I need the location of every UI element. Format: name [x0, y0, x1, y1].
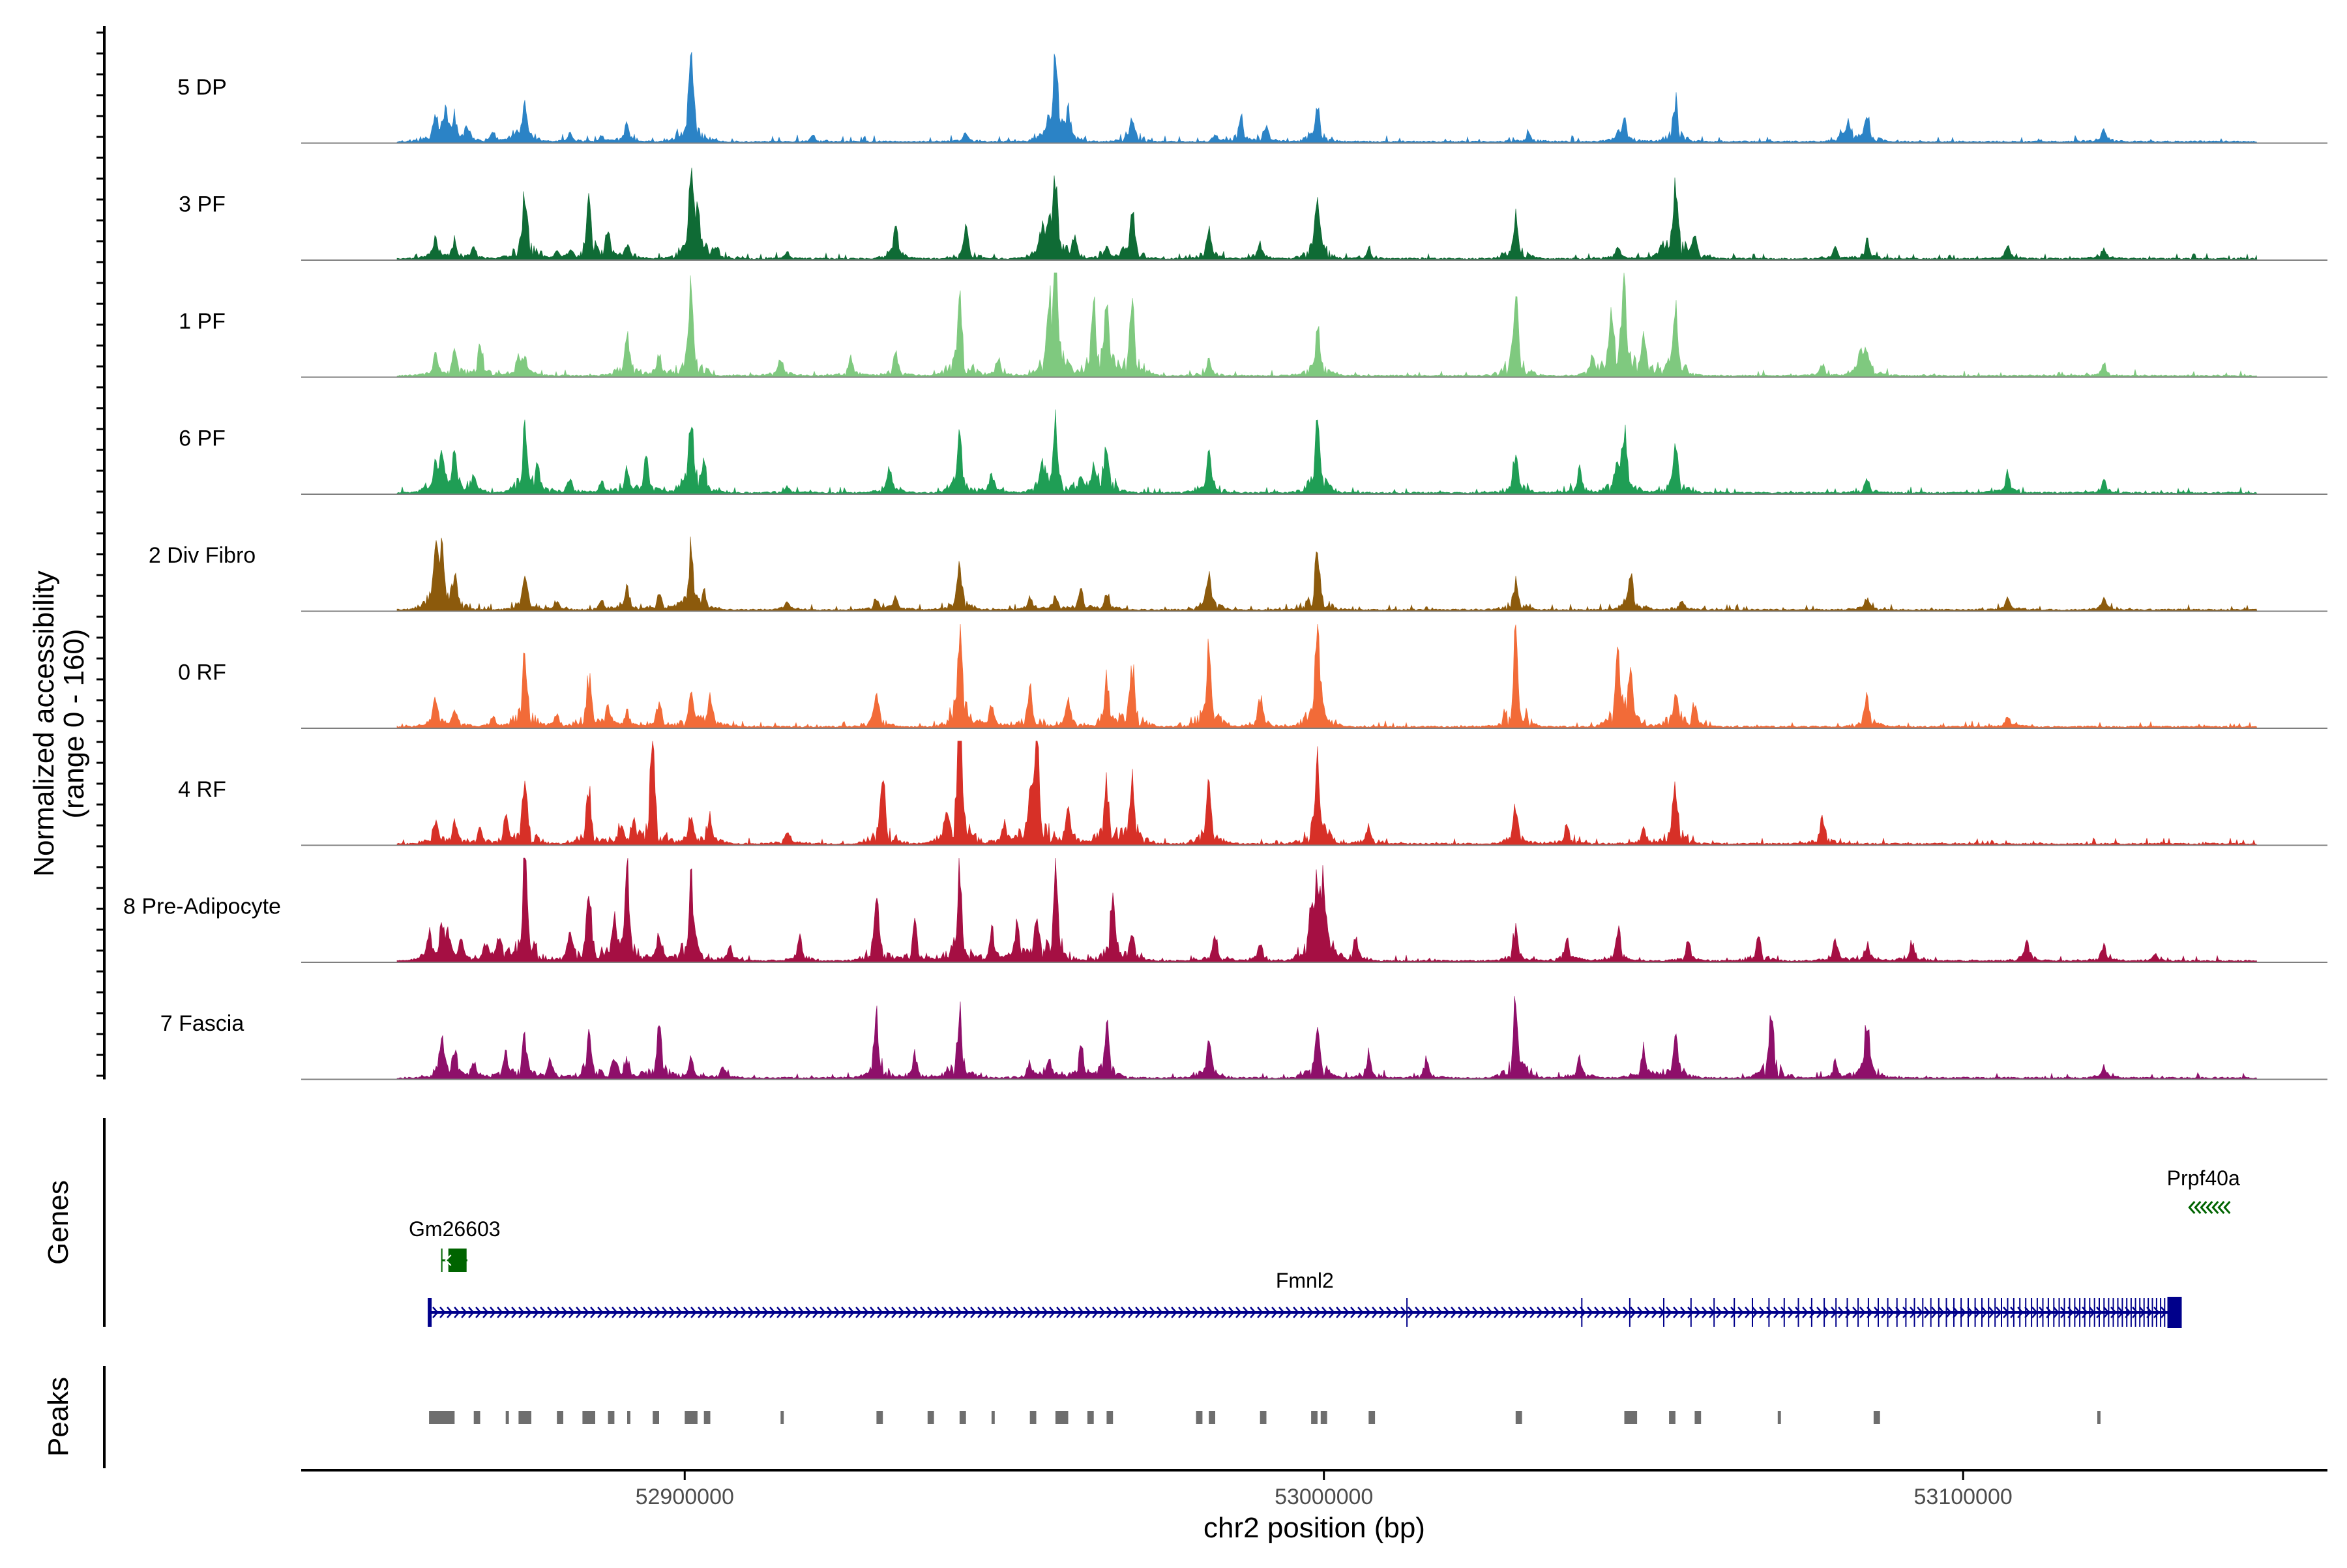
track-label: 3 PF — [179, 192, 226, 217]
peak-regions — [429, 1411, 2101, 1424]
peak-region — [1669, 1411, 1675, 1424]
peak-region — [959, 1411, 966, 1424]
peak-region — [473, 1411, 480, 1424]
gene-fmnl2: Fmnl2 — [428, 1269, 2182, 1328]
peak-region — [582, 1411, 595, 1424]
strand-arrows — [445, 1254, 452, 1266]
coverage-area — [396, 52, 2258, 143]
strand-arrows — [432, 1307, 2167, 1318]
coverage-area — [396, 623, 2258, 729]
genes-axis-title: Genes — [42, 1180, 74, 1265]
gene-prpf40a: Prpf40a — [2167, 1166, 2240, 1214]
peak-region — [780, 1411, 784, 1424]
coverage-area — [396, 741, 2258, 846]
coverage-area — [396, 168, 2258, 261]
coverage-track: 6 PF — [179, 409, 2327, 495]
coverage-track: 3 PF — [179, 168, 2327, 261]
peak-region — [685, 1411, 698, 1424]
gene-label: Gm26603 — [409, 1217, 501, 1241]
exon-block — [448, 1249, 467, 1272]
peak-region — [2097, 1411, 2101, 1424]
x-axis-ticks: 52900000 53000000 53100000 — [636, 1470, 2013, 1509]
gene-label: Prpf40a — [2167, 1166, 2240, 1190]
peak-region — [505, 1411, 509, 1424]
peak-region — [991, 1411, 995, 1424]
peak-region — [1106, 1411, 1114, 1424]
track-label: 2 Div Fibro — [149, 543, 256, 568]
gene-label: Fmnl2 — [1276, 1269, 1334, 1292]
coverage-track: 4 RF — [178, 741, 2327, 846]
exon-end — [2167, 1297, 2182, 1328]
exon-start — [428, 1298, 432, 1327]
coverage-track: 2 Div Fibro — [149, 536, 2327, 612]
peak-region — [1777, 1411, 1781, 1424]
coverage-track: 7 Fascia — [160, 996, 2327, 1080]
coverage-area — [396, 409, 2258, 495]
peak-region — [518, 1411, 531, 1424]
coverage-panel: Normalized accessibility (range 0 - 160)… — [28, 26, 2327, 1080]
track-label: 7 Fascia — [160, 1011, 244, 1036]
peak-region — [1368, 1411, 1376, 1424]
peak-region — [1624, 1411, 1638, 1424]
peak-region — [876, 1411, 883, 1424]
track-label: 8 Pre-Adipocyte — [123, 895, 281, 919]
peaks-panel: Peaks — [42, 1366, 2101, 1468]
track-label: 1 PF — [179, 309, 226, 334]
x-tick-label: 52900000 — [636, 1485, 734, 1509]
track-label: 6 PF — [179, 426, 226, 451]
coverage-y-title-line1: Normalized accessibility — [28, 570, 60, 876]
coverage-track: 0 RF — [178, 623, 2327, 729]
peak-region — [927, 1411, 934, 1424]
peak-region — [557, 1411, 563, 1424]
peak-region — [1209, 1411, 1215, 1424]
peak-region — [1055, 1411, 1069, 1424]
peak-region — [1873, 1411, 1880, 1424]
peak-region — [703, 1411, 711, 1424]
exon-marks — [1406, 1298, 2177, 1327]
peak-region — [627, 1411, 630, 1424]
peak-region — [1087, 1411, 1094, 1424]
strand-arrows — [2188, 1201, 2231, 1214]
peak-region — [1196, 1411, 1203, 1424]
track-label: 4 RF — [178, 777, 226, 802]
peak-region — [1320, 1411, 1327, 1424]
coverage-track: 8 Pre-Adipocyte — [123, 857, 2327, 963]
coverage-tracks: 5 DP 3 PF 1 PF 6 PF 2 Div Fibro 0 RF 4 RF 8 Pre… — [123, 52, 2327, 1080]
peak-region — [1694, 1411, 1702, 1424]
gene-gm26603: Gm26603 — [409, 1217, 501, 1272]
coverage-area — [396, 857, 2258, 963]
track-label: 0 RF — [178, 660, 226, 685]
coverage-track: 1 PF — [179, 273, 2327, 378]
peak-region — [1515, 1411, 1522, 1424]
coverage-y-ticks — [96, 31, 104, 1077]
coverage-y-title-line2: (range 0 - 160) — [58, 629, 90, 818]
coverage-track: 5 DP — [177, 52, 2327, 144]
coverage-area — [396, 273, 2258, 377]
x-tick-label: 53000000 — [1275, 1485, 1373, 1509]
peak-region — [1029, 1411, 1037, 1424]
coverage-area — [396, 536, 2258, 612]
x-tick-label: 53100000 — [1914, 1485, 2013, 1509]
peaks-axis-title: Peaks — [42, 1377, 74, 1457]
x-axis: 52900000 53000000 53100000 chr2 position (… — [301, 1469, 2327, 1544]
genes-panel: Genes Gm26603 Fmnl2 Prpf40a — [42, 1118, 2240, 1328]
peak-region — [429, 1411, 455, 1424]
peak-region — [1260, 1411, 1267, 1424]
gene-annotations: Gm26603 Fmnl2 Prpf40a — [409, 1166, 2240, 1328]
coverage-area — [396, 996, 2258, 1080]
track-label: 5 DP — [177, 75, 227, 100]
peak-region — [653, 1411, 659, 1424]
x-axis-title: chr2 position (bp) — [1203, 1512, 1425, 1544]
peak-region — [1311, 1411, 1318, 1424]
peak-region — [608, 1411, 615, 1424]
